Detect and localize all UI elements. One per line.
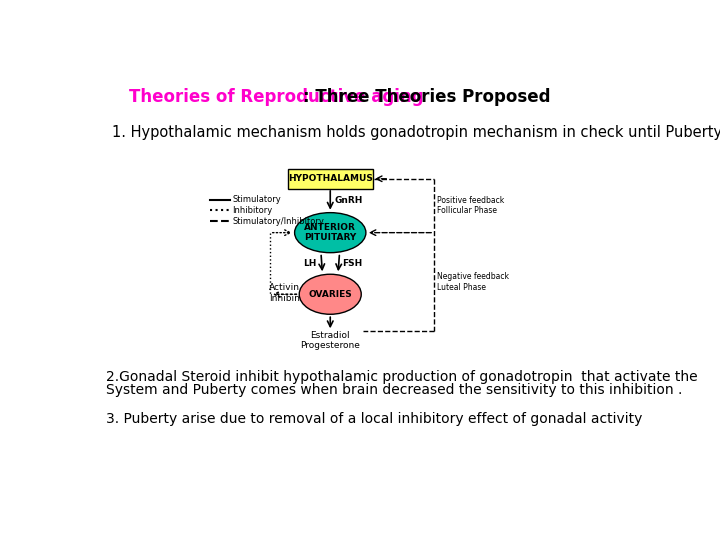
Ellipse shape — [300, 274, 361, 314]
FancyBboxPatch shape — [287, 168, 373, 189]
Text: 2.Gonadal Steroid inhibit hypothalamic production of gonadotropin  that activate: 2.Gonadal Steroid inhibit hypothalamic p… — [106, 370, 697, 383]
Text: Progesterone: Progesterone — [300, 341, 360, 349]
Text: Inhibin: Inhibin — [269, 294, 300, 302]
Text: Inhibitory: Inhibitory — [233, 206, 273, 215]
Text: Estradiol: Estradiol — [310, 332, 350, 340]
Text: OVARIES: OVARIES — [308, 290, 352, 299]
Text: Positive feedback
Follicular Phase: Positive feedback Follicular Phase — [437, 196, 505, 215]
Text: System and Puberty comes when brain decreased the sensitivity to this inhibition: System and Puberty comes when brain decr… — [106, 383, 682, 397]
Text: Activin: Activin — [269, 283, 300, 292]
Text: GnRH: GnRH — [335, 196, 364, 205]
Text: : Three Theories Proposed: : Three Theories Proposed — [303, 88, 551, 106]
Text: 1. Hypothalamic mechanism holds gonadotropin mechanism in check until Puberty: 1. Hypothalamic mechanism holds gonadotr… — [112, 125, 720, 140]
Text: HYPOTHALAMUS: HYPOTHALAMUS — [288, 174, 373, 183]
Ellipse shape — [294, 213, 366, 253]
Text: Negative feedback
Luteal Phase: Negative feedback Luteal Phase — [437, 272, 509, 292]
Text: ANTERIOR
PITUITARY: ANTERIOR PITUITARY — [304, 223, 356, 242]
Text: LH: LH — [303, 259, 317, 268]
Text: Theories of Reproductive aging: Theories of Reproductive aging — [129, 88, 423, 106]
Text: FSH: FSH — [342, 259, 362, 268]
Text: 3. Puberty arise due to removal of a local inhibitory effect of gonadal activity: 3. Puberty arise due to removal of a loc… — [106, 412, 642, 426]
Text: Stimulatory: Stimulatory — [233, 195, 282, 204]
Text: Stimulatory/Inhibitory: Stimulatory/Inhibitory — [233, 217, 325, 226]
